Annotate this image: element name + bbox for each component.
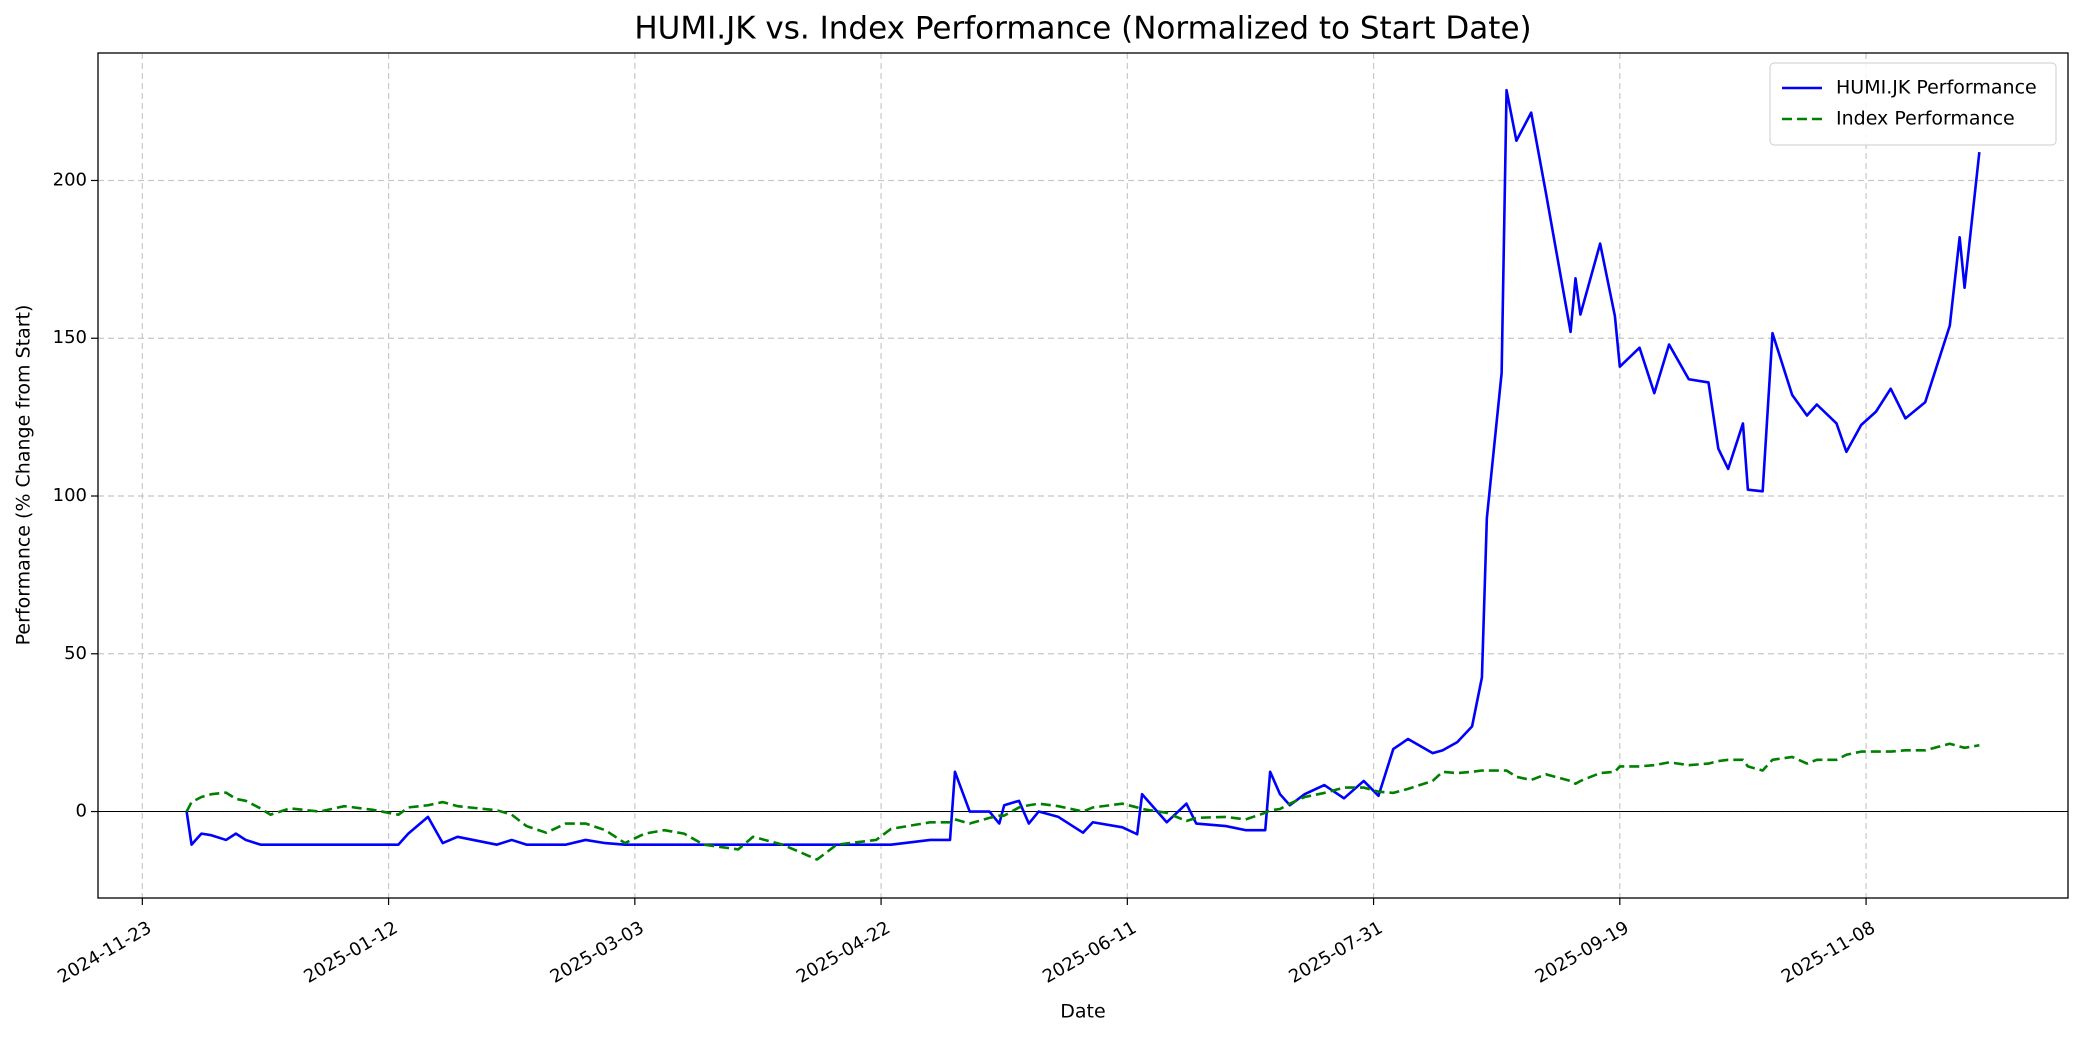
- legend-label: HUMI.JK Performance: [1836, 77, 2037, 99]
- x-axis-label: Date: [1060, 1001, 1105, 1023]
- legend-box: [1769, 62, 2057, 146]
- y-axis-label: Performance (% Change from Start): [13, 305, 35, 646]
- y-tick-label: 0: [76, 801, 87, 822]
- x-tick-label: 2025-06-11: [1039, 917, 1140, 987]
- chart-title: HUMI.JK vs. Index Performance (Normalize…: [634, 11, 1531, 47]
- y-tick-label: 150: [53, 327, 87, 348]
- x-tick-label: 2025-04-22: [793, 917, 894, 987]
- x-tick-label: 2025-07-31: [1285, 917, 1386, 987]
- y-tick-label: 200: [53, 169, 87, 190]
- x-tick-label: 2025-03-03: [547, 917, 648, 987]
- x-tick-label: 2025-09-19: [1532, 917, 1633, 987]
- y-tick-label: 100: [53, 485, 87, 506]
- x-tick-label: 2025-11-08: [1778, 917, 1879, 987]
- legend-label: Index Performance: [1836, 108, 2015, 130]
- series-line: [185, 742, 1980, 861]
- legend: HUMI.JK Performance Index Performance: [1769, 62, 2057, 146]
- plot-frame: [97, 52, 2069, 899]
- series-line: [185, 88, 1981, 846]
- x-tick-label: 2025-01-12: [300, 917, 401, 987]
- x-tick-label: 2024-11-23: [54, 917, 155, 987]
- y-tick-label: 50: [64, 643, 87, 664]
